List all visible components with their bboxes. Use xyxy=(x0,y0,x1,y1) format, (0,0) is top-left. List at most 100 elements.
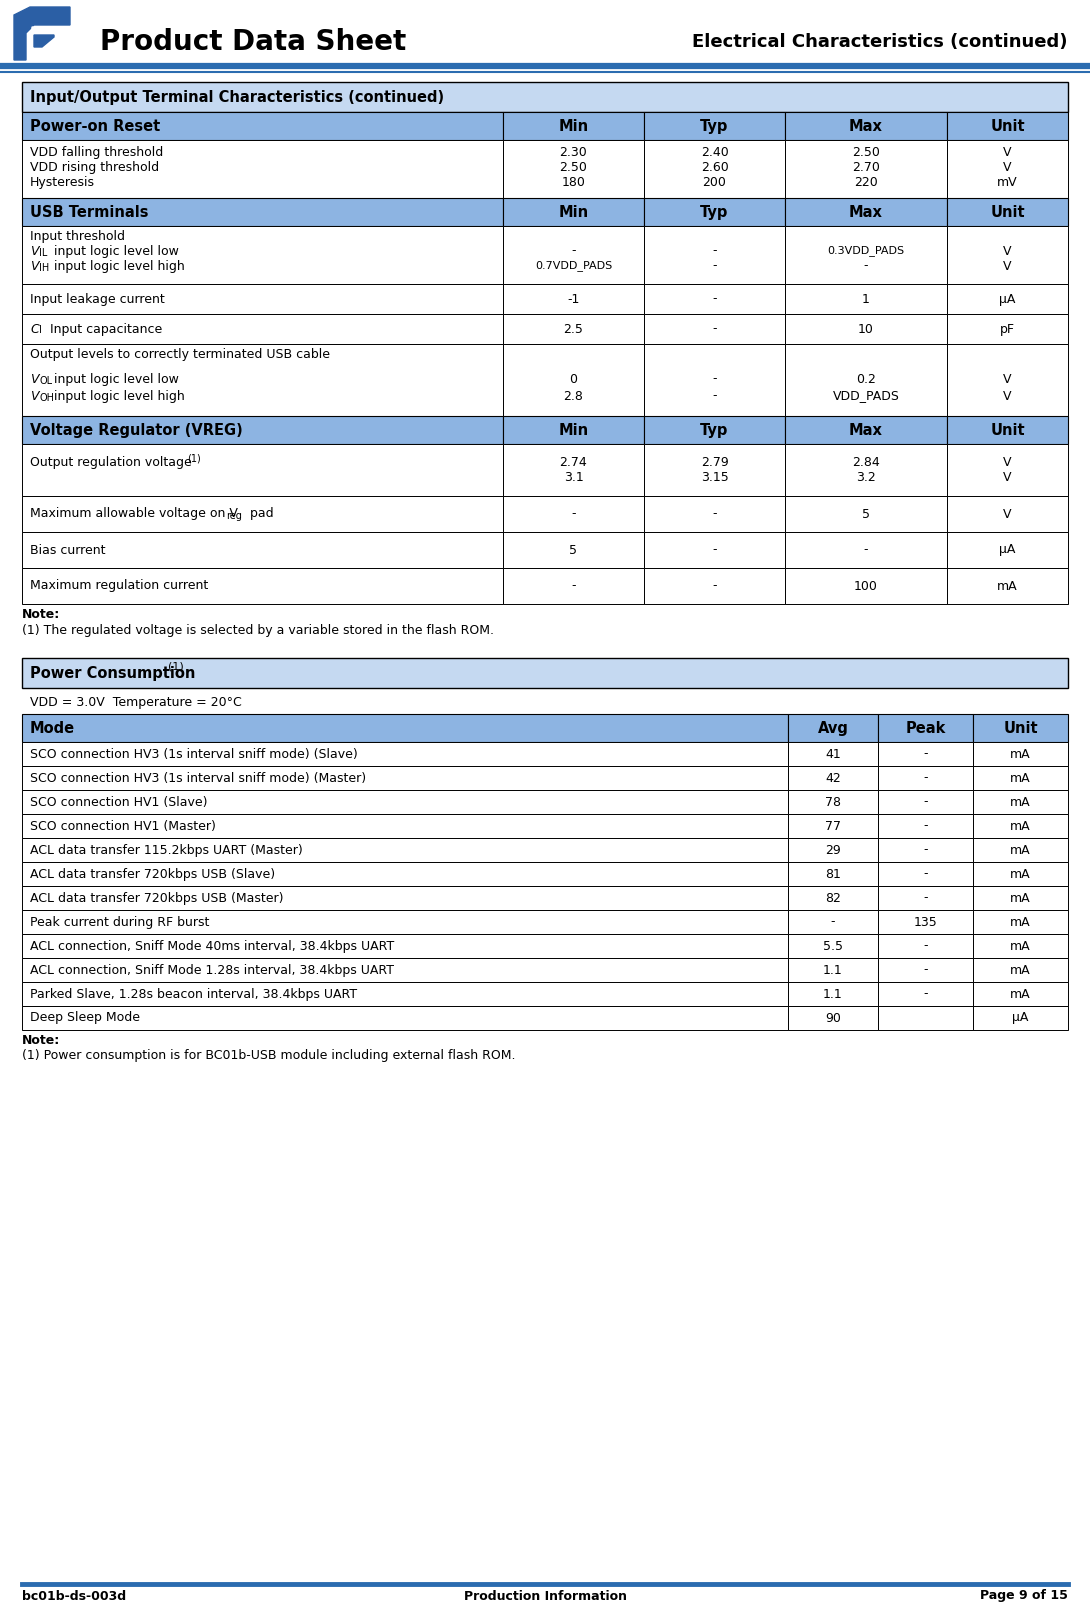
Bar xyxy=(22,112,502,141)
Bar xyxy=(22,659,1068,688)
Polygon shape xyxy=(14,6,70,60)
Text: 2.70: 2.70 xyxy=(852,160,880,173)
Bar xyxy=(785,532,947,568)
Bar xyxy=(22,443,502,497)
Text: IH: IH xyxy=(39,264,49,273)
Text: VDD rising threshold: VDD rising threshold xyxy=(31,160,159,173)
Text: mA: mA xyxy=(1010,819,1031,833)
Bar xyxy=(502,141,644,197)
Bar xyxy=(785,443,947,497)
Bar xyxy=(22,714,788,743)
Bar xyxy=(22,314,502,345)
Text: Voltage Regulator (VREG): Voltage Regulator (VREG) xyxy=(31,422,243,437)
Text: Maximum allowable voltage on V: Maximum allowable voltage on V xyxy=(31,508,238,521)
Bar xyxy=(785,285,947,314)
Bar xyxy=(502,568,644,604)
Bar xyxy=(785,497,947,532)
Text: μA: μA xyxy=(1000,293,1016,306)
Bar xyxy=(947,141,1068,197)
Bar xyxy=(879,790,973,814)
Bar xyxy=(879,838,973,862)
Bar xyxy=(22,790,788,814)
Text: Production Information: Production Information xyxy=(463,1589,627,1602)
Bar xyxy=(947,416,1068,443)
Text: Unit: Unit xyxy=(990,422,1025,437)
Bar xyxy=(644,497,785,532)
Text: V: V xyxy=(31,390,38,403)
Text: 90: 90 xyxy=(825,1011,841,1024)
Text: 2.5: 2.5 xyxy=(564,322,583,335)
Bar xyxy=(502,345,644,416)
Text: SCO connection HV1 (Slave): SCO connection HV1 (Slave) xyxy=(31,796,207,809)
Bar xyxy=(644,285,785,314)
Text: SCO connection HV3 (1s interval sniff mode) (Master): SCO connection HV3 (1s interval sniff mo… xyxy=(31,772,366,785)
Text: 3.1: 3.1 xyxy=(564,471,583,484)
Text: V: V xyxy=(31,259,38,272)
Text: Hysteresis: Hysteresis xyxy=(31,175,95,189)
Bar xyxy=(788,958,879,982)
Text: Output regulation voltage: Output regulation voltage xyxy=(31,456,196,469)
Bar xyxy=(644,345,785,416)
Text: VDD_PADS: VDD_PADS xyxy=(833,390,899,403)
Bar xyxy=(947,227,1068,285)
Bar xyxy=(788,714,879,743)
Bar xyxy=(788,743,879,765)
Text: Min: Min xyxy=(558,204,589,220)
Text: mA: mA xyxy=(1010,892,1031,904)
Text: 100: 100 xyxy=(855,579,877,592)
Text: Unit: Unit xyxy=(990,204,1025,220)
Text: VDD falling threshold: VDD falling threshold xyxy=(31,146,164,159)
Bar xyxy=(785,314,947,345)
Text: 78: 78 xyxy=(825,796,841,809)
Bar xyxy=(785,416,947,443)
Text: -: - xyxy=(923,987,928,1000)
Text: 1: 1 xyxy=(862,293,870,306)
Text: V: V xyxy=(1003,471,1012,484)
Text: 81: 81 xyxy=(825,867,841,880)
Bar xyxy=(785,345,947,416)
Bar xyxy=(22,982,788,1006)
Bar xyxy=(879,814,973,838)
Text: Typ: Typ xyxy=(700,118,729,134)
Text: V: V xyxy=(1003,160,1012,173)
Bar xyxy=(785,227,947,285)
Text: Typ: Typ xyxy=(700,422,729,437)
Text: -: - xyxy=(712,579,717,592)
Text: 5: 5 xyxy=(569,544,578,557)
Text: 1.1: 1.1 xyxy=(823,963,843,977)
Bar xyxy=(788,909,879,934)
Text: input logic level high: input logic level high xyxy=(50,259,184,272)
Text: 0: 0 xyxy=(569,372,578,385)
Text: Peak: Peak xyxy=(906,720,946,736)
Text: 2.50: 2.50 xyxy=(559,160,588,173)
Bar xyxy=(973,790,1068,814)
Text: 0.3VDD_PADS: 0.3VDD_PADS xyxy=(827,246,905,257)
Text: I: I xyxy=(39,325,41,335)
Bar xyxy=(879,887,973,909)
Bar xyxy=(22,141,502,197)
Bar xyxy=(502,532,644,568)
Text: -: - xyxy=(923,843,928,856)
Text: Unit: Unit xyxy=(990,118,1025,134)
Text: mA: mA xyxy=(997,579,1018,592)
Text: mA: mA xyxy=(1010,940,1031,953)
Bar xyxy=(879,982,973,1006)
Text: -: - xyxy=(923,819,928,833)
Text: V: V xyxy=(1003,244,1012,257)
Bar xyxy=(502,197,644,227)
Text: 2.30: 2.30 xyxy=(559,146,588,159)
Text: -: - xyxy=(923,867,928,880)
Text: mA: mA xyxy=(1010,916,1031,929)
Text: ACL data transfer 115.2kbps UART (Master): ACL data transfer 115.2kbps UART (Master… xyxy=(31,843,303,856)
Text: 29: 29 xyxy=(825,843,840,856)
Bar xyxy=(22,285,502,314)
Text: (1): (1) xyxy=(187,453,201,463)
Text: Min: Min xyxy=(558,422,589,437)
Text: -: - xyxy=(571,579,576,592)
Text: Input threshold: Input threshold xyxy=(31,230,125,243)
Text: 0.2: 0.2 xyxy=(856,372,876,385)
Bar xyxy=(502,416,644,443)
Bar xyxy=(502,443,644,497)
Text: -: - xyxy=(712,390,717,403)
Text: V: V xyxy=(1003,259,1012,272)
